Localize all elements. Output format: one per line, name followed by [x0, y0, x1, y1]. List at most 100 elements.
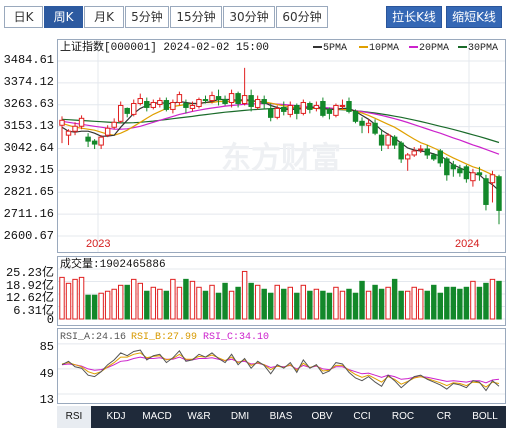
candle-body: [444, 158, 450, 176]
candlestick: [104, 125, 111, 138]
candlestick: [483, 174, 489, 211]
legend-ma10: 10PMA: [359, 43, 399, 54]
candle-body: [85, 136, 91, 142]
candle-body: [476, 172, 483, 176]
candle-body: [104, 127, 111, 136]
candlestick: [326, 107, 333, 120]
candlestick: [189, 101, 196, 112]
tab-daily-k[interactable]: 日K: [4, 6, 43, 28]
period-toolbar: 日K 周K 月K 5分钟 15分钟 30分钟 60分钟 拉长K线 缩短K线: [0, 0, 515, 30]
tab-boll[interactable]: BOLL: [472, 411, 498, 422]
candlestick: [235, 91, 241, 108]
volume-bar: [326, 292, 333, 320]
candlestick: [117, 101, 124, 124]
candlestick: [457, 164, 463, 177]
candle-body: [144, 101, 150, 108]
volume-bar: [437, 292, 444, 320]
volume-bar: [398, 290, 404, 320]
tab-roc[interactable]: ROC: [391, 411, 415, 422]
candlestick: [137, 93, 143, 106]
volume-bar: [450, 286, 457, 320]
rsi-chart-panel[interactable]: [57, 328, 506, 404]
shrink-k-button[interactable]: 缩短K线: [446, 6, 502, 28]
candle-body: [391, 136, 398, 146]
price-axis-label: 3484.61: [3, 53, 54, 67]
volume-bar: [294, 292, 300, 320]
volume-chart-panel[interactable]: [57, 256, 506, 326]
volume-bar: [215, 292, 222, 320]
volume-bar: [418, 288, 424, 320]
volume-axis-label: 18.92亿: [5, 279, 54, 293]
candlestick: [222, 95, 228, 106]
candle-body: [365, 122, 372, 126]
candle-body: [489, 174, 496, 184]
candlestick: [346, 97, 352, 114]
price-axis-label: 2821.65: [3, 185, 54, 199]
rsi-axis-label: 85: [39, 340, 54, 354]
volume-bar: [489, 278, 496, 320]
volume-bar: [320, 290, 326, 320]
volume-bar: [111, 288, 117, 320]
price-chart-panel[interactable]: 东方财富: [57, 39, 506, 253]
volume-chart: [58, 268, 505, 320]
candle-body: [150, 101, 157, 108]
volume-bar: [431, 284, 437, 320]
candle-body: [170, 101, 176, 110]
volume-bar: [470, 280, 476, 320]
tab-rsi[interactable]: RSI: [57, 406, 91, 428]
candle-body: [457, 168, 463, 174]
extend-k-button[interactable]: 拉长K线: [386, 6, 442, 28]
volume-bar: [183, 278, 189, 320]
tab-weekly-k[interactable]: 周K: [44, 6, 83, 28]
candle-body: [281, 106, 287, 112]
price-axis-label: 2711.16: [3, 207, 54, 221]
candle-body: [463, 166, 470, 180]
tab-5min[interactable]: 5分钟: [125, 6, 169, 28]
candlestick: [385, 133, 391, 150]
candle-body: [196, 99, 202, 107]
candle-body: [124, 107, 130, 114]
candle-body: [163, 100, 170, 110]
candlestick: [320, 97, 326, 118]
legend-ma20-label: 20PMA: [419, 43, 450, 54]
candlestick: [150, 99, 157, 110]
volume-bar: [385, 286, 391, 320]
tab-15min[interactable]: 15分钟: [170, 6, 222, 28]
tab-cr[interactable]: CR: [436, 411, 452, 422]
tab-60min[interactable]: 60分钟: [276, 6, 328, 28]
candle-body: [411, 150, 417, 156]
volume-axis-label: 12.62亿: [5, 291, 54, 305]
volume-bar: [391, 278, 398, 320]
tab-macd[interactable]: MACD: [142, 411, 172, 422]
volume-bar: [483, 282, 489, 320]
volume-bar: [274, 284, 280, 320]
candle-body: [59, 119, 65, 126]
volume-axis-label: 0: [46, 313, 54, 327]
tab-obv[interactable]: OBV: [311, 411, 333, 422]
tab-monthly-k[interactable]: 月K: [84, 6, 124, 28]
candle-body: [450, 164, 457, 170]
volume-bar: [104, 290, 111, 320]
volume-bar: [241, 270, 248, 320]
volume-bar: [91, 294, 98, 320]
tab-kdj[interactable]: KDJ: [106, 411, 126, 422]
volume-bar: [372, 284, 378, 320]
rsi-axis-label: 13: [39, 393, 54, 407]
candlestick: [470, 168, 476, 187]
candle-body: [72, 125, 78, 132]
tab-wr[interactable]: W&R: [187, 411, 211, 422]
tab-bias[interactable]: BIAS: [269, 411, 293, 422]
candlestick: [398, 141, 404, 163]
candlestick: [254, 95, 261, 110]
candlestick: [300, 99, 307, 116]
volume-bar: [202, 290, 209, 320]
candlestick: [404, 152, 411, 171]
candlestick: [378, 129, 385, 152]
volume-bar: [444, 286, 450, 320]
volume-bar: [287, 286, 294, 320]
tab-30min[interactable]: 30分钟: [223, 6, 275, 28]
tab-cci[interactable]: CCI: [353, 411, 371, 422]
candle-body: [111, 121, 117, 128]
candle-body: [267, 108, 274, 118]
tab-dmi[interactable]: DMI: [230, 411, 250, 422]
